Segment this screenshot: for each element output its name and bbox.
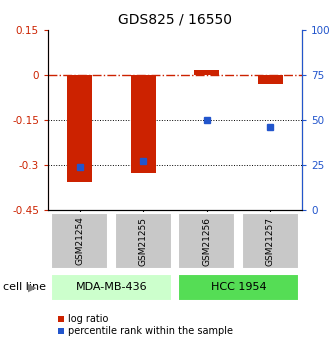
- Bar: [178, 274, 299, 302]
- Bar: [51, 274, 172, 302]
- Title: GDS825 / 16550: GDS825 / 16550: [118, 12, 232, 26]
- Bar: [257, 75, 283, 84]
- Bar: [178, 213, 235, 269]
- Legend: log ratio, percentile rank within the sample: log ratio, percentile rank within the sa…: [53, 310, 237, 340]
- Bar: [131, 75, 156, 172]
- Text: HCC 1954: HCC 1954: [211, 282, 266, 292]
- Bar: [67, 75, 92, 181]
- Text: GSM21255: GSM21255: [139, 217, 148, 266]
- Text: GSM21254: GSM21254: [75, 217, 84, 265]
- Bar: [115, 213, 172, 269]
- Text: cell line: cell line: [3, 283, 46, 293]
- Bar: [51, 213, 108, 269]
- Bar: [194, 70, 219, 75]
- Text: GSM21256: GSM21256: [202, 217, 211, 266]
- Text: GSM21257: GSM21257: [266, 217, 275, 266]
- Text: ▶: ▶: [28, 283, 37, 293]
- Bar: [242, 213, 299, 269]
- Text: MDA-MB-436: MDA-MB-436: [76, 282, 147, 292]
